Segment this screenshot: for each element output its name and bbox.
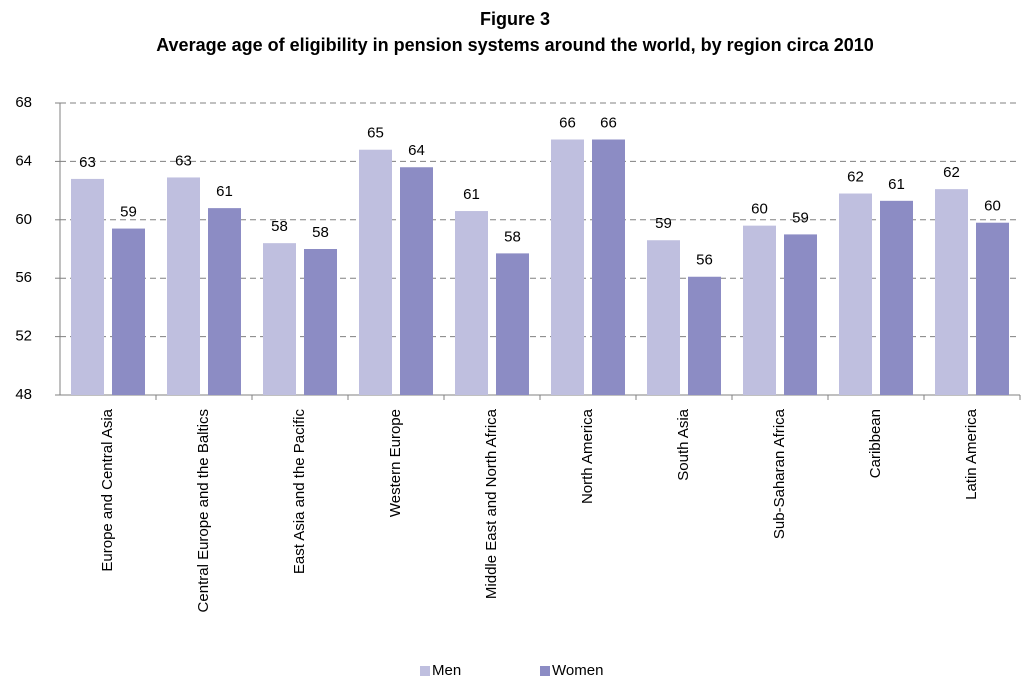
x-tick-label: East Asia and the Pacific xyxy=(291,409,308,575)
x-tick-label: South Asia xyxy=(675,408,692,480)
bar xyxy=(400,167,433,395)
value-label: 63 xyxy=(175,152,192,169)
value-label: 61 xyxy=(463,186,480,203)
bar xyxy=(496,253,529,395)
legend-swatch xyxy=(420,666,430,676)
x-tick-label: Europe and Central Asia xyxy=(99,408,116,571)
value-label: 61 xyxy=(888,176,905,193)
bar xyxy=(71,178,104,395)
y-tick-label: 52 xyxy=(15,328,32,345)
bar xyxy=(647,240,680,395)
x-tick-label: North America xyxy=(579,408,596,504)
value-label: 61 xyxy=(216,183,233,200)
x-tick-label: Middle East and North Africa xyxy=(483,408,500,599)
value-label: 66 xyxy=(600,114,617,131)
bar xyxy=(935,189,968,395)
value-label: 63 xyxy=(79,154,96,171)
bar xyxy=(592,139,625,395)
value-label: 56 xyxy=(696,252,713,269)
value-label: 62 xyxy=(847,168,864,185)
legend-swatch xyxy=(540,666,550,676)
legend-label: Men xyxy=(432,662,461,679)
bar xyxy=(359,149,392,395)
value-label: 59 xyxy=(120,204,137,221)
bar xyxy=(112,228,145,395)
bar xyxy=(976,222,1009,395)
value-label: 59 xyxy=(792,209,809,226)
bar xyxy=(208,208,241,395)
value-label: 60 xyxy=(751,201,768,218)
bar xyxy=(304,249,337,395)
y-tick-label: 48 xyxy=(15,386,32,403)
value-label: 58 xyxy=(271,218,288,235)
bar xyxy=(839,193,872,395)
chart-title: Figure 3 xyxy=(480,9,550,29)
value-label: 58 xyxy=(312,224,329,241)
x-tick-label: Sub-Saharan Africa xyxy=(771,408,788,539)
value-label: 66 xyxy=(559,114,576,131)
y-tick-label: 68 xyxy=(15,94,32,111)
value-label: 58 xyxy=(504,228,521,245)
x-tick-label: Caribbean xyxy=(867,409,884,478)
value-label: 60 xyxy=(984,198,1001,215)
x-tick-label: Western Europe xyxy=(387,409,404,517)
bar xyxy=(880,200,913,395)
bar xyxy=(263,243,296,395)
x-tick-label: Central Europe and the Baltics xyxy=(195,409,212,612)
bar xyxy=(688,276,721,395)
x-tick-label: Latin America xyxy=(963,408,980,500)
y-tick-label: 60 xyxy=(15,211,32,228)
y-tick-label: 56 xyxy=(15,269,32,286)
value-label: 62 xyxy=(943,164,960,181)
chart-subtitle: Average age of eligibility in pension sy… xyxy=(156,35,874,55)
value-label: 65 xyxy=(367,125,384,142)
bar xyxy=(784,234,817,395)
legend-label: Women xyxy=(552,662,603,679)
bar xyxy=(551,139,584,395)
bar xyxy=(167,177,200,395)
value-label: 59 xyxy=(655,215,672,232)
value-label: 64 xyxy=(408,142,425,159)
bar xyxy=(455,211,488,395)
bar xyxy=(743,225,776,395)
y-tick-label: 64 xyxy=(15,152,32,169)
